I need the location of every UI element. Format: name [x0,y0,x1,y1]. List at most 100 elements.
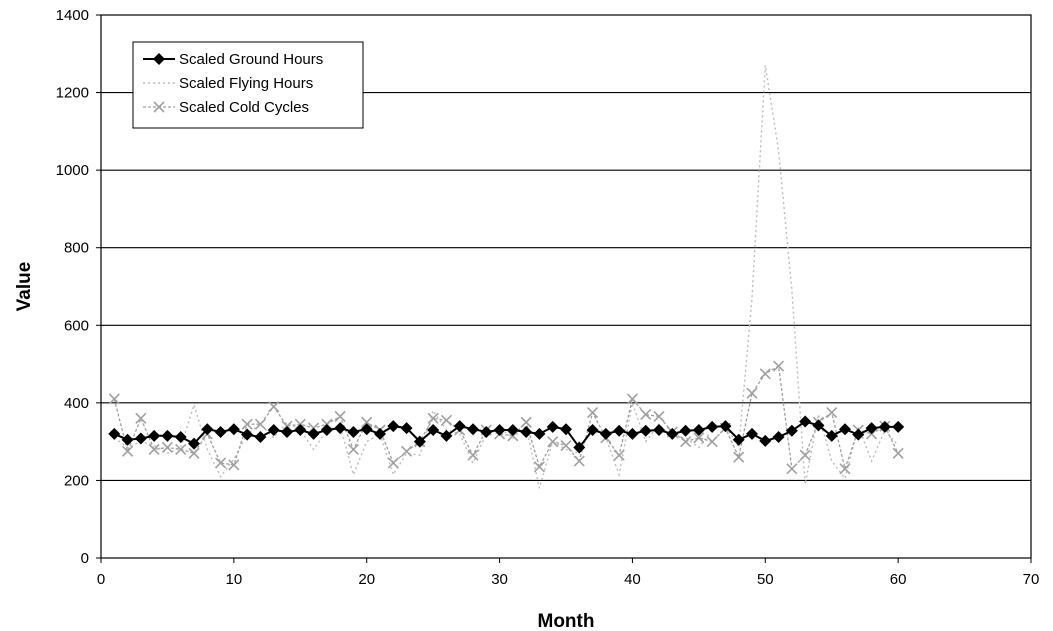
y-axis-title: Value [14,262,35,312]
data-point [547,436,559,448]
data-point [440,414,452,426]
data-point [161,441,173,454]
y-tick-label: 200 [64,472,89,489]
x-tick-label: 0 [97,571,105,588]
data-point [241,428,254,441]
data-point [267,424,280,437]
data-point [400,422,413,435]
data-point [759,434,772,447]
data-point [281,425,293,438]
data-point [188,437,200,450]
data-point [772,430,785,443]
data-point [746,387,758,399]
data-point [467,423,479,436]
data-point [294,424,307,437]
data-point [201,423,214,436]
data-point [613,449,625,461]
data-point [520,416,532,428]
legend-entry: Scaled Cold Cycles [143,99,309,116]
data-point [706,420,719,433]
data-point [175,443,187,455]
legend-entries: Scaled Ground Hours Scaled Flying Hours Sc… [143,51,323,116]
data-point [626,427,639,440]
data-point [387,457,399,469]
x-tick-label: 40 [624,571,641,588]
data-point [732,433,745,446]
plot-area-frame [100,14,1032,559]
data-point [122,445,134,457]
data-point [214,425,227,438]
data-point [826,406,838,419]
data-point [825,429,838,442]
y-tick-label: 1400 [56,7,89,24]
data-point [892,447,904,459]
data-point [560,423,572,436]
data-point [560,439,572,452]
x-tick-label: 20 [358,571,375,588]
data-point [254,430,267,443]
x-tick-label: 30 [491,571,508,588]
data-point [467,449,479,461]
data-point [680,436,692,448]
data-point [135,412,147,424]
data-point [320,424,333,437]
legend-label: Scaled Cold Cycles [179,99,309,116]
data-point [334,422,347,435]
data-point [374,427,386,440]
gridlines [101,92,1031,481]
series-scaled-ground-hours [108,415,905,454]
x-tick-label: 50 [757,571,774,588]
data-point [453,420,466,433]
data-point [254,418,266,430]
data-point [799,415,812,428]
y-tick-label: 0 [81,550,89,567]
data-point [878,420,891,433]
data-point [520,425,533,438]
data-point [148,443,160,455]
data-point [586,424,599,437]
data-point [347,443,359,455]
data-point [401,445,413,457]
data-point [799,449,811,461]
data-point [506,424,519,437]
data-point [268,401,280,413]
legend-box [132,41,364,129]
x-tick-label: 70 [1023,571,1040,588]
data-point [134,432,147,445]
legend-entry: Scaled Flying Hours [143,75,313,92]
data-point [413,435,426,448]
data-point [241,418,253,430]
data-point [347,425,360,438]
data-point [573,441,586,454]
data-point [174,430,187,443]
data-point [719,420,732,433]
data-point [839,463,851,475]
data-point [773,360,785,372]
y-tick-label: 600 [64,317,89,334]
series-line [113,65,899,489]
data-point [639,424,652,437]
data-point [533,427,546,440]
y-tick-label: 400 [64,395,89,412]
data-point [387,420,400,433]
data-point [227,423,240,436]
legend-marker [153,53,165,65]
data-point [161,429,174,442]
data-point [746,427,758,440]
data-point [573,455,585,467]
y-tick-label: 800 [64,240,89,257]
data-point [679,424,692,437]
data-point [812,419,825,432]
data-point [533,461,545,473]
data-point [427,412,439,424]
data-point [626,393,638,405]
data-point [480,425,493,438]
data-point [228,459,240,471]
data-point [108,427,121,440]
data-point [852,428,865,441]
x-axis-title: Month [538,611,595,631]
data-point [733,451,745,463]
data-point [361,416,373,428]
legend-entry: Scaled Ground Hours [143,51,323,68]
